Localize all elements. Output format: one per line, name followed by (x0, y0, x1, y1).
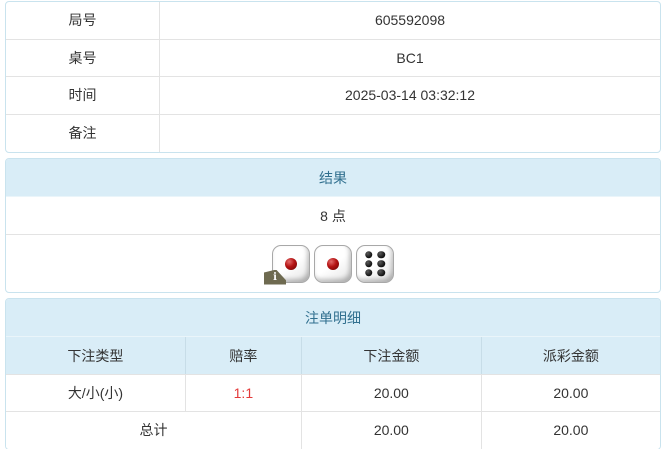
bets-panel-title: 注单明细 (6, 299, 660, 337)
result-panel: 结果 8 点 i (5, 158, 661, 293)
table-row: 桌号 BC1 (6, 39, 660, 77)
bets-column-header: 下注类型 赔率 下注金额 派彩金额 (6, 337, 660, 374)
table-number-label: 桌号 (6, 39, 160, 76)
round-number-label: 局号 (6, 2, 160, 39)
die-pip (285, 257, 297, 270)
info-badge-icon[interactable]: i (264, 269, 286, 285)
die-face-1 (314, 244, 352, 283)
remark-value (160, 115, 660, 153)
payout-amount-value: 20.00 (553, 384, 589, 401)
table-row: 局号 605592098 (6, 2, 660, 40)
time-label: 时间 (6, 77, 160, 114)
time-value: 2025-03-14 03:32:12 (345, 87, 475, 104)
die-pip (377, 250, 385, 259)
total-bet-amount: 20.00 (302, 411, 482, 449)
table-number-value: BC1 (396, 49, 424, 66)
column-odds: 赔率 (186, 337, 302, 374)
game-info-panel: 局号 605592098 桌号 BC1 时间 2025-03-14 03:32:… (5, 1, 661, 153)
die-pip (365, 259, 373, 268)
die-pip (327, 257, 339, 270)
column-bet-type: 下注类型 (6, 337, 186, 374)
die-face-6 (356, 244, 394, 283)
dice-group: i (264, 244, 396, 285)
die-face-1: i (264, 244, 310, 285)
bets-panel: 注单明细 下注类型 赔率 下注金额 派彩金额 大/小(小) 1:1 20.00 … (5, 298, 661, 449)
bet-row: 大/小(小) 1:1 20.00 20.00 (6, 374, 660, 412)
die-pip (365, 250, 373, 259)
table-row: 备注 (6, 114, 660, 153)
die-pip (365, 268, 373, 277)
round-number-value: 605592098 (374, 12, 446, 29)
column-bet-amount: 下注金额 (302, 337, 482, 374)
result-panel-title: 结果 (6, 159, 660, 197)
table-row: 时间 2025-03-14 03:32:12 (6, 77, 660, 115)
dice-row: i (6, 235, 660, 292)
bet-odds-value: 1:1 (186, 375, 302, 411)
column-payout-amount: 派彩金额 (542, 347, 599, 364)
total-payout-amount: 20.00 (553, 422, 589, 439)
remark-label: 备注 (6, 114, 160, 152)
bet-amount-value: 20.00 (302, 375, 482, 411)
die-pip (377, 268, 385, 277)
bet-type-value: 大/小(小) (6, 375, 186, 411)
total-row: 总计 20.00 20.00 (6, 411, 660, 449)
total-label: 总计 (6, 411, 302, 449)
die-pip (377, 259, 385, 268)
result-points: 8 点 (6, 197, 660, 235)
